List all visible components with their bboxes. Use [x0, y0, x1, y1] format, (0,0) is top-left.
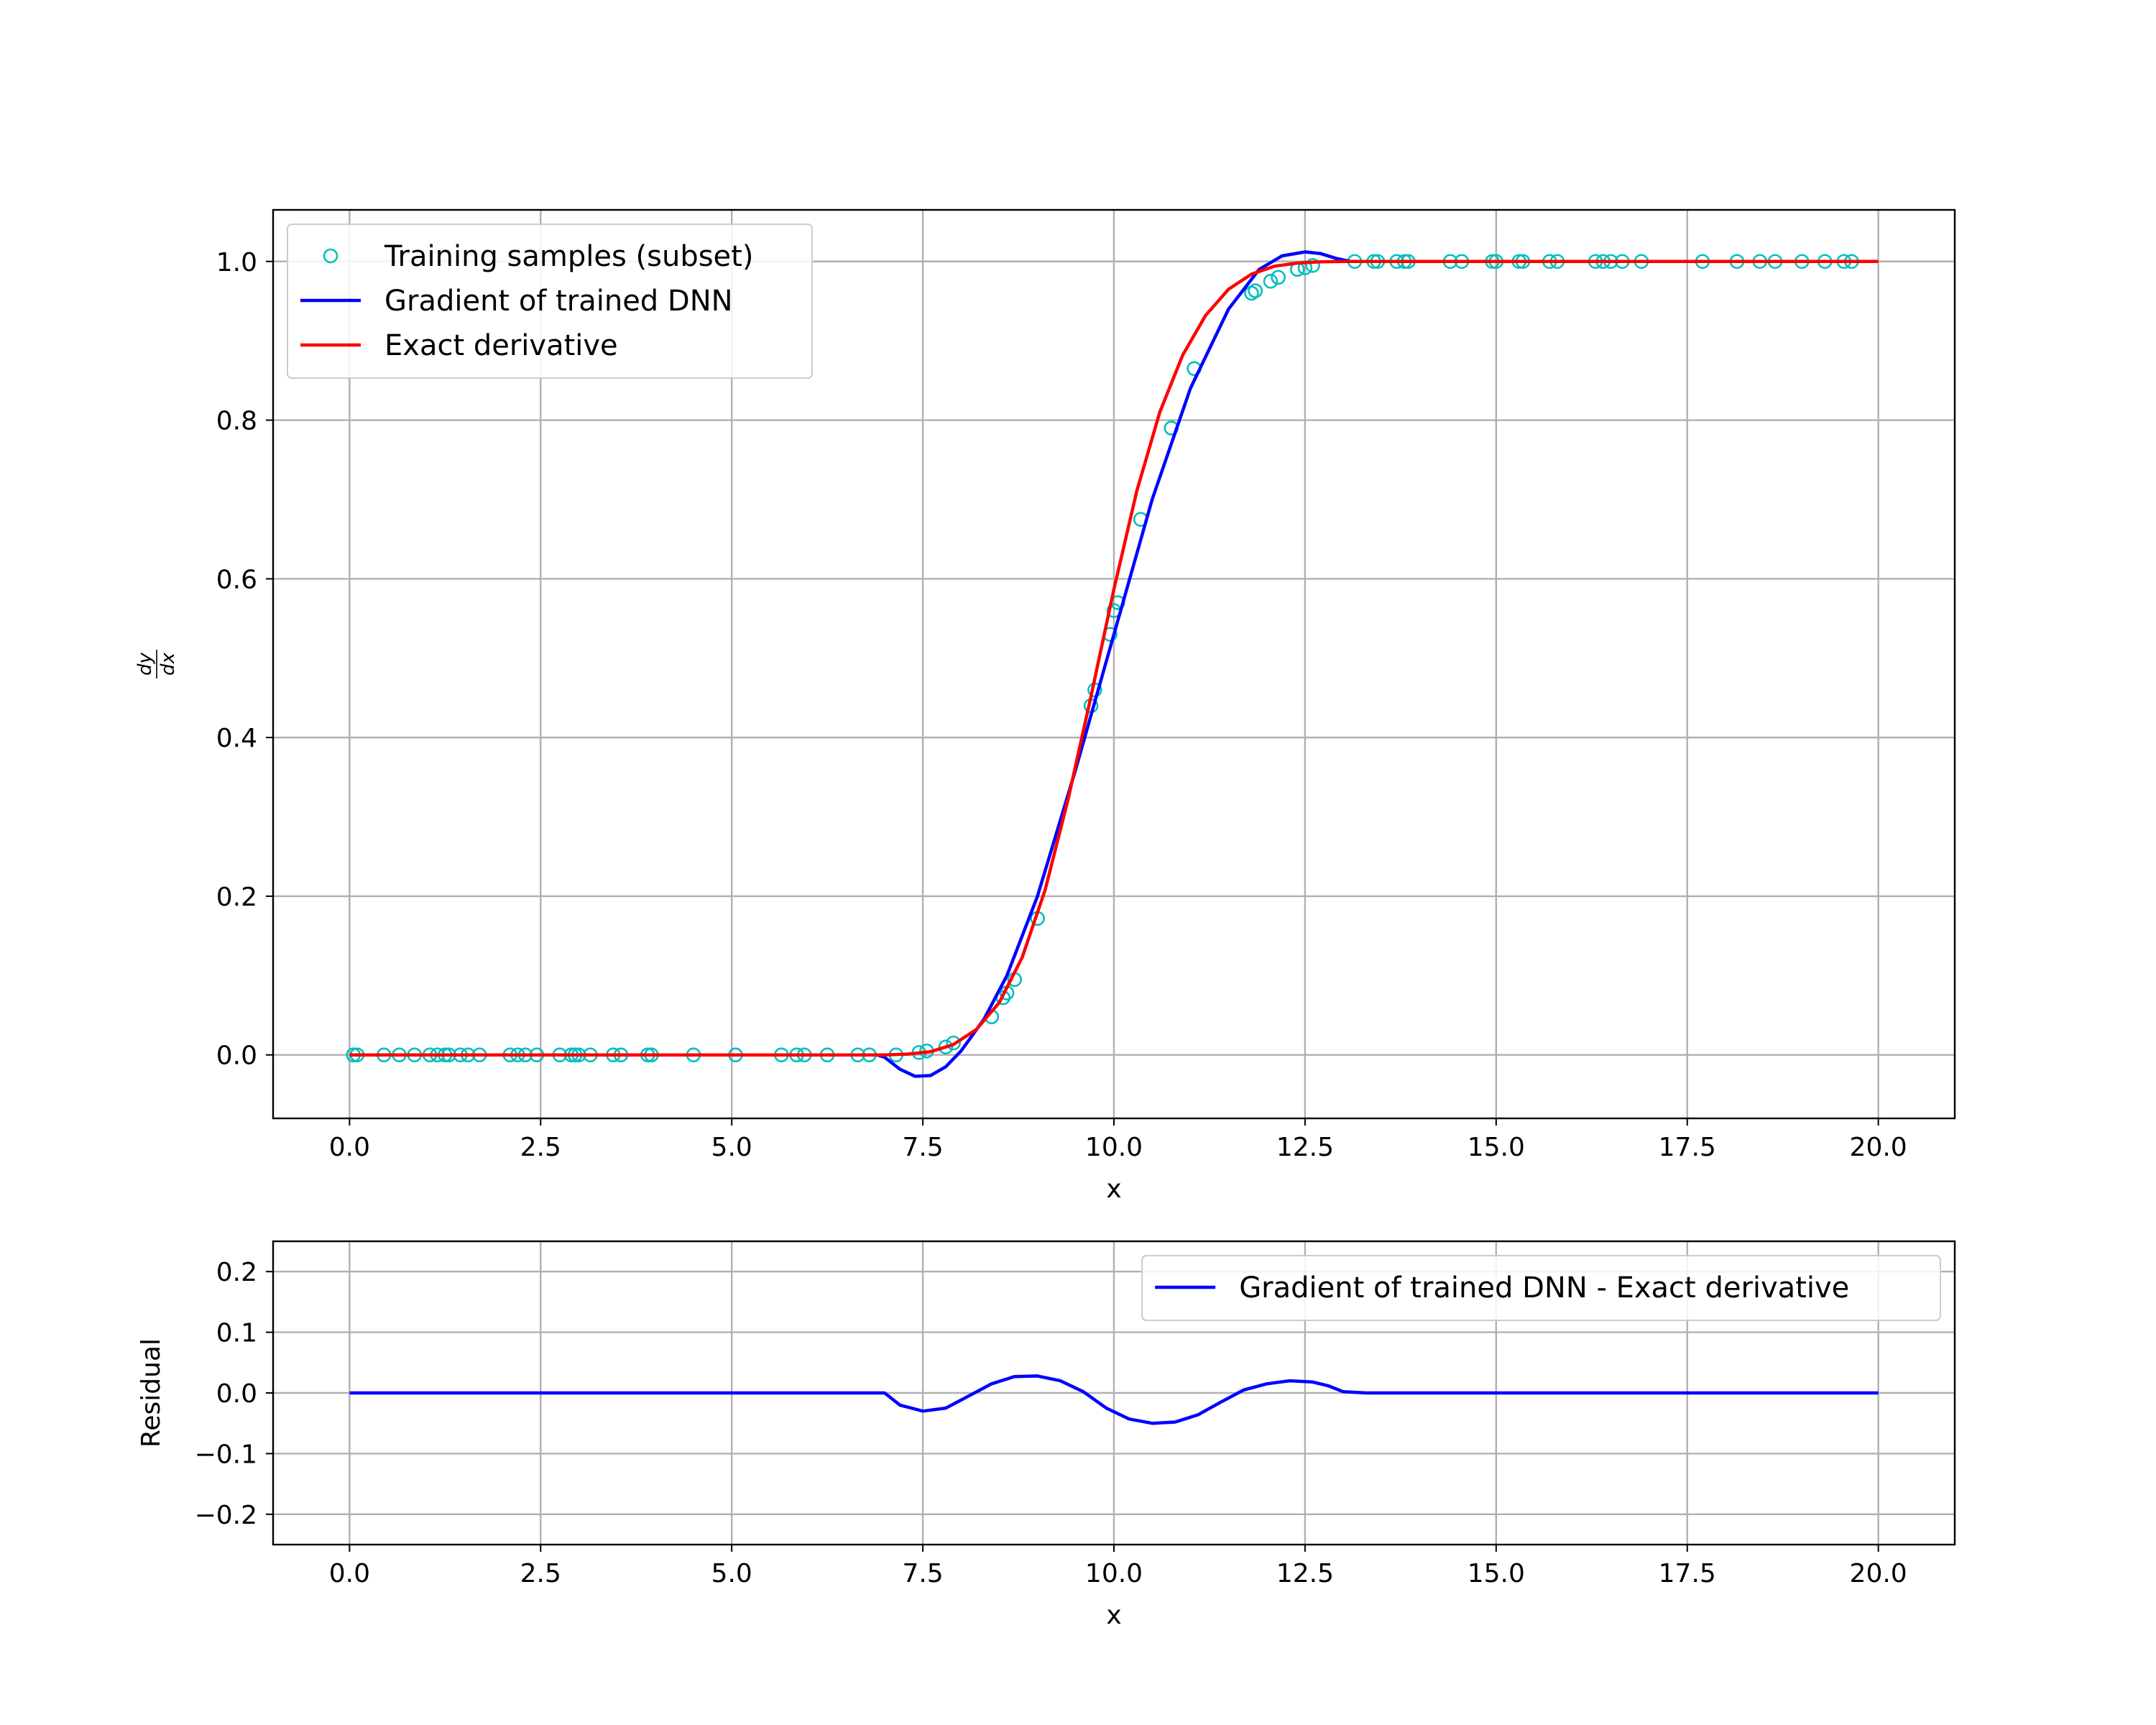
x-axis-label: x — [1106, 1601, 1121, 1630]
x-tick-label: 20.0 — [1850, 1559, 1907, 1588]
y-tick-label: 0.6 — [216, 565, 257, 594]
x-tick-label: 0.0 — [329, 1133, 370, 1162]
training-sample-marker — [1263, 274, 1279, 289]
y-tick-label: 0.0 — [216, 1041, 257, 1071]
y-axis-label: Residual — [137, 1338, 166, 1448]
x-tick-label: 2.5 — [520, 1133, 561, 1162]
y-tick-label: 1.0 — [216, 248, 257, 277]
y-tick-label: −0.2 — [195, 1501, 257, 1530]
x-tick-label: 10.0 — [1085, 1133, 1143, 1162]
x-tick-label: 20.0 — [1850, 1133, 1907, 1162]
x-tick-label: 15.0 — [1468, 1559, 1525, 1588]
x-tick-label: 0.0 — [329, 1559, 370, 1588]
x-tick-label: 17.5 — [1659, 1133, 1716, 1162]
y-tick-label: 0.0 — [216, 1379, 257, 1409]
y-axis-label: dy dx — [134, 650, 179, 678]
series-line — [349, 259, 1879, 1057]
y-tick-label: 0.4 — [216, 724, 257, 753]
legend-label: Gradient of trained DNN - Exact derivati… — [1239, 1271, 1849, 1305]
y-tick-label: 0.1 — [216, 1319, 257, 1348]
y-tick-label: −0.1 — [195, 1440, 257, 1469]
x-tick-label: 7.5 — [902, 1133, 943, 1162]
legend-label: Training samples (subset) — [384, 240, 753, 273]
x-axis-label: x — [1106, 1174, 1121, 1204]
x-tick-label: 15.0 — [1468, 1133, 1525, 1162]
plot-area — [349, 1374, 1879, 1425]
training-sample-marker — [1248, 283, 1263, 298]
x-tick-label: 12.5 — [1276, 1559, 1334, 1588]
axes-frame — [272, 208, 1956, 1120]
derivative-plot: 0.0 2.5 5.0 7.5 10.0 12.5 15.0 17.5 20.0 0.0 0.2 0.… — [134, 208, 1956, 1204]
legend-marker-swatch — [323, 248, 338, 264]
x-tick-label: 10.0 — [1085, 1559, 1143, 1588]
y-axis-label-numerator: dy — [134, 652, 156, 676]
series-line — [349, 1374, 1879, 1425]
training-sample-marker — [1305, 257, 1320, 273]
y-tick-label: 0.2 — [216, 1258, 257, 1287]
x-tick-label: 17.5 — [1659, 1559, 1716, 1588]
x-tick-label: 2.5 — [520, 1559, 561, 1588]
training-sample-marker — [938, 1039, 954, 1054]
legend-label: Gradient of trained DNN — [384, 285, 733, 318]
y-tick-label: 0.8 — [216, 407, 257, 436]
legend-label: Exact derivative — [384, 329, 618, 362]
training-sample-marker — [946, 1035, 961, 1051]
x-tick-label: 5.0 — [711, 1559, 752, 1588]
training-sample-marker — [1271, 270, 1286, 285]
legend-box — [287, 224, 813, 379]
x-tick-label: 12.5 — [1276, 1133, 1334, 1162]
y-axis-label-denominator: dx — [157, 652, 179, 676]
legend: Training samples (subset) Gradient of tra… — [287, 224, 813, 379]
residual-plot: 0.0 2.5 5.0 7.5 10.0 12.5 15.0 17.5 20.0 −0.2 −0.1… — [137, 1240, 1956, 1630]
x-tick-label: 5.0 — [711, 1133, 752, 1162]
x-tick-label: 7.5 — [902, 1559, 943, 1588]
legend: Gradient of trained DNN - Exact derivati… — [1141, 1255, 1941, 1321]
series-line — [349, 250, 1879, 1078]
plot-area — [346, 250, 1879, 1078]
axes-frame — [272, 1240, 1956, 1546]
legend-box — [1141, 1255, 1941, 1321]
y-tick-label: 0.2 — [216, 883, 257, 912]
